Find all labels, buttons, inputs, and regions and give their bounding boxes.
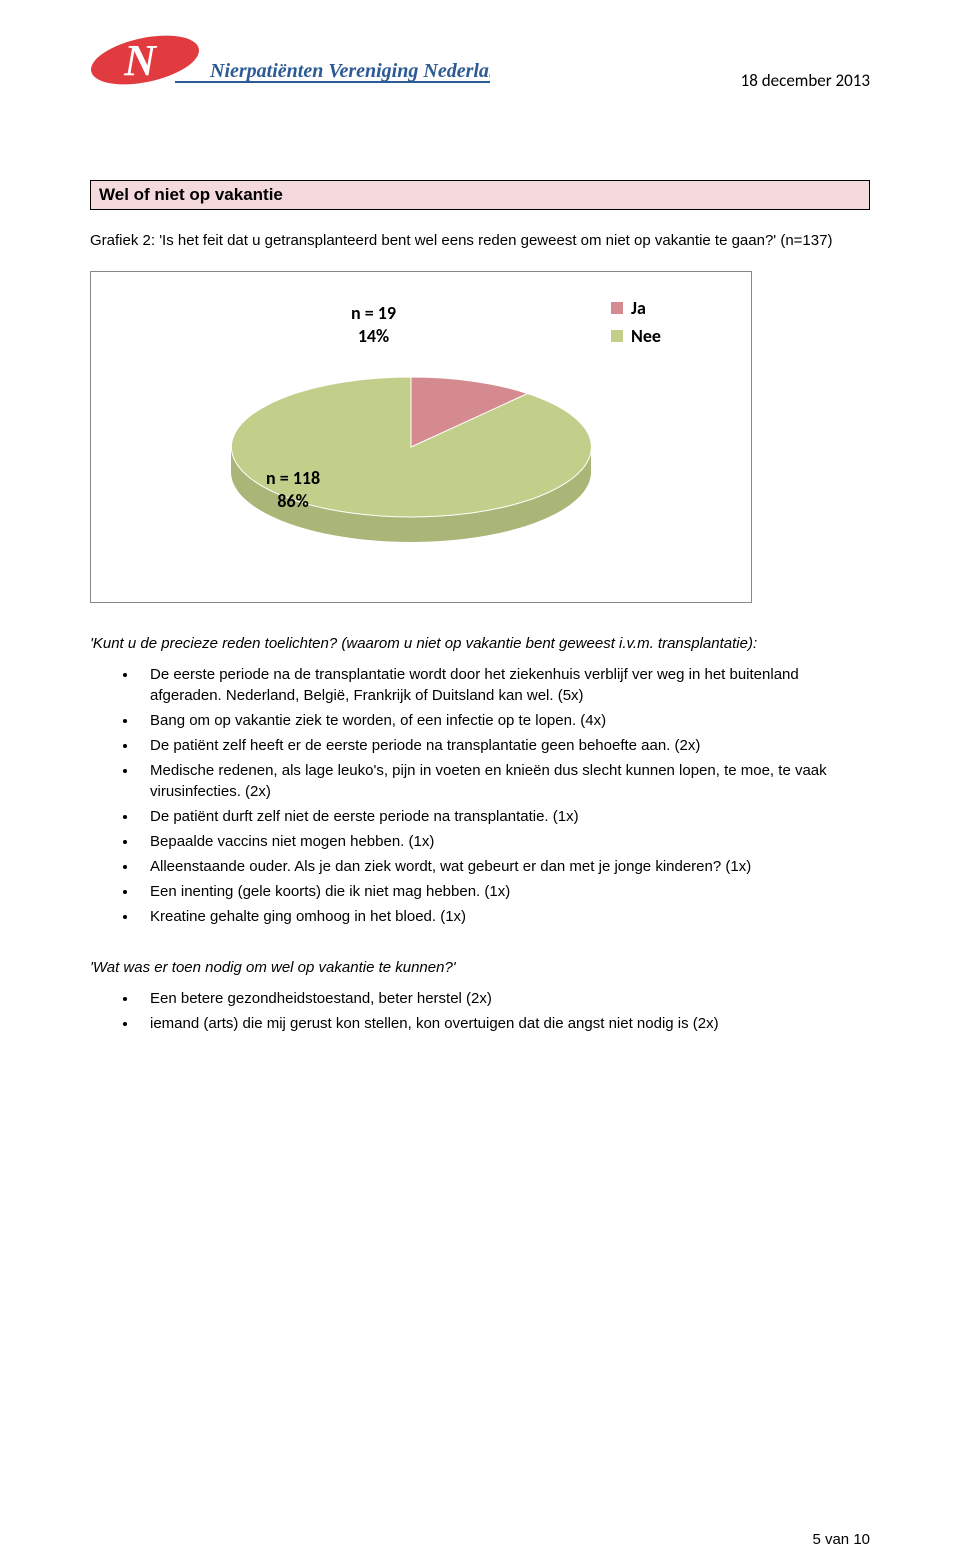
- list-item: iemand (arts) die mij gerust kon stellen…: [138, 1013, 870, 1034]
- reasons-list: De eerste periode na de transplantatie w…: [90, 664, 870, 927]
- org-logo: N Nierpatiënten Vereniging Nederland: [90, 30, 490, 100]
- list-item: Medische redenen, als lage leuko's, pijn…: [138, 760, 870, 802]
- list-item: Alleenstaande ouder. Als je dan ziek wor…: [138, 856, 870, 877]
- page-number: 5 van 10: [812, 1531, 870, 1548]
- logo-area: N Nierpatiënten Vereniging Nederland: [90, 30, 490, 100]
- svg-text:Nierpatiënten: Nierpatiënten Vereniging Nederland: [209, 60, 490, 82]
- slice-nee-pct: 86%: [277, 490, 308, 512]
- list-item: Bang om op vakantie ziek te worden, of e…: [138, 710, 870, 731]
- question-1: 'Kunt u de precieze reden toelichten? (w…: [90, 633, 870, 654]
- legend-color-nee: [611, 330, 623, 342]
- slice-ja-n: n = 19: [351, 302, 396, 324]
- list-item: Bepaalde vaccins niet mogen hebben. (1x): [138, 831, 870, 852]
- list-item: De eerste periode na de transplantatie w…: [138, 664, 870, 706]
- legend-item-ja: Ja: [611, 297, 661, 319]
- needs-list: Een betere gezondheidstoestand, beter he…: [90, 988, 870, 1034]
- list-item: De patiënt durft zelf niet de eerste per…: [138, 806, 870, 827]
- slice-nee-n: n = 118: [266, 467, 320, 489]
- list-item: Een betere gezondheidstoestand, beter he…: [138, 988, 870, 1009]
- slice-label-ja: n = 19 14%: [351, 302, 396, 349]
- section-title: Wel of niet op vakantie: [90, 180, 870, 210]
- chart-legend: Ja Nee: [611, 297, 661, 353]
- slice-label-nee: n = 118 86%: [266, 467, 320, 514]
- page: N Nierpatiënten Vereniging Nederland 18 …: [0, 0, 960, 1566]
- pie-chart: n = 19 14% n = 118 86% Ja Nee: [90, 271, 752, 603]
- list-item: De patiënt zelf heeft er de eerste perio…: [138, 735, 870, 756]
- pie-svg: [231, 317, 591, 577]
- legend-label-ja: Ja: [631, 297, 646, 319]
- chart-caption: Grafiek 2: 'Is het feit dat u getranspla…: [90, 230, 870, 251]
- slice-ja-pct: 14%: [358, 325, 389, 347]
- question-2: 'Wat was er toen nodig om wel op vakanti…: [90, 957, 870, 978]
- list-item: Kreatine gehalte ging omhoog in het bloe…: [138, 906, 870, 927]
- svg-text:N: N: [123, 36, 158, 85]
- document-date: 18 december 2013: [741, 30, 870, 91]
- list-item: Een inenting (gele koorts) die ik niet m…: [138, 881, 870, 902]
- legend-item-nee: Nee: [611, 325, 661, 347]
- legend-label-nee: Nee: [631, 325, 661, 347]
- legend-color-ja: [611, 302, 623, 314]
- page-header: N Nierpatiënten Vereniging Nederland 18 …: [90, 30, 870, 100]
